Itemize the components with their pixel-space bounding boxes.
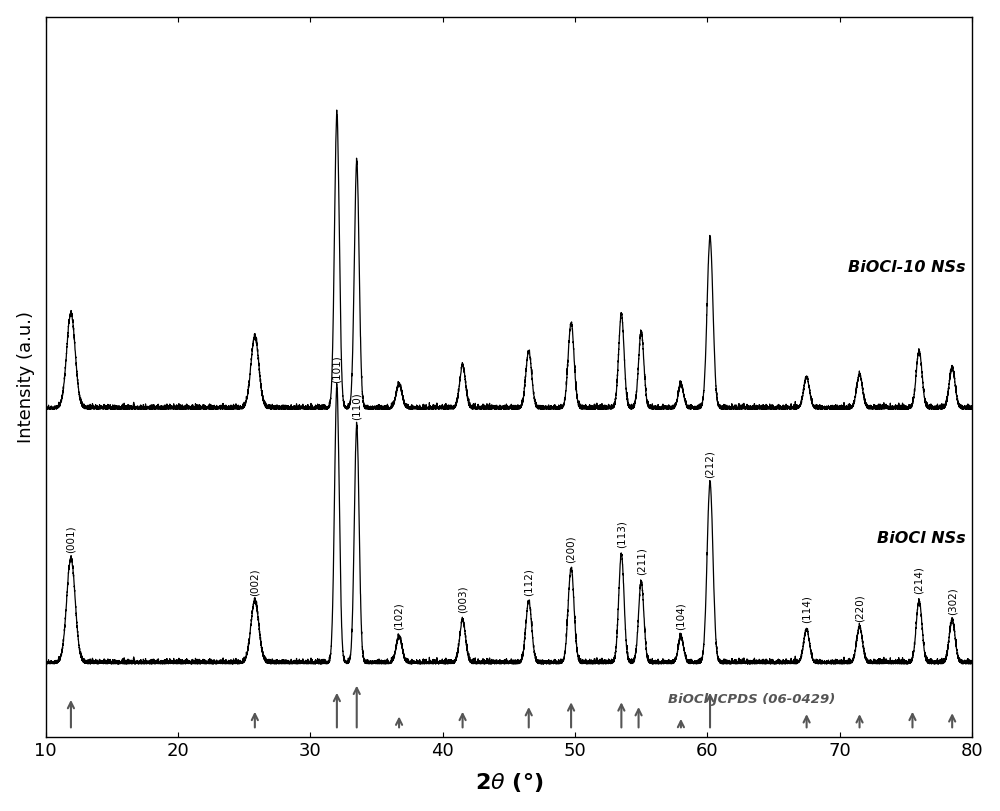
Text: (102): (102) <box>394 603 404 630</box>
Text: (002): (002) <box>250 569 260 596</box>
Text: (113): (113) <box>616 520 626 547</box>
X-axis label: 2$\theta$ (°): 2$\theta$ (°) <box>475 771 543 794</box>
Text: (104): (104) <box>676 603 686 630</box>
Text: (302): (302) <box>947 587 957 616</box>
Text: (212): (212) <box>705 450 715 478</box>
Text: (211): (211) <box>636 547 646 575</box>
Text: (112): (112) <box>524 568 534 595</box>
Text: (200): (200) <box>566 535 576 563</box>
Y-axis label: Intensity (a.u.): Intensity (a.u.) <box>17 311 35 443</box>
Text: (001): (001) <box>66 526 76 553</box>
Text: BiOCl JCPDS (06-0429): BiOCl JCPDS (06-0429) <box>668 693 835 706</box>
Text: (110): (110) <box>352 393 362 420</box>
Text: (101): (101) <box>332 355 342 383</box>
Text: (220): (220) <box>855 594 865 622</box>
Text: (114): (114) <box>802 595 812 623</box>
Text: (214): (214) <box>914 566 924 594</box>
Text: (003): (003) <box>458 585 468 612</box>
Text: BiOCl NSs: BiOCl NSs <box>877 530 965 546</box>
Text: BiOCl-10 NSs: BiOCl-10 NSs <box>848 260 965 276</box>
